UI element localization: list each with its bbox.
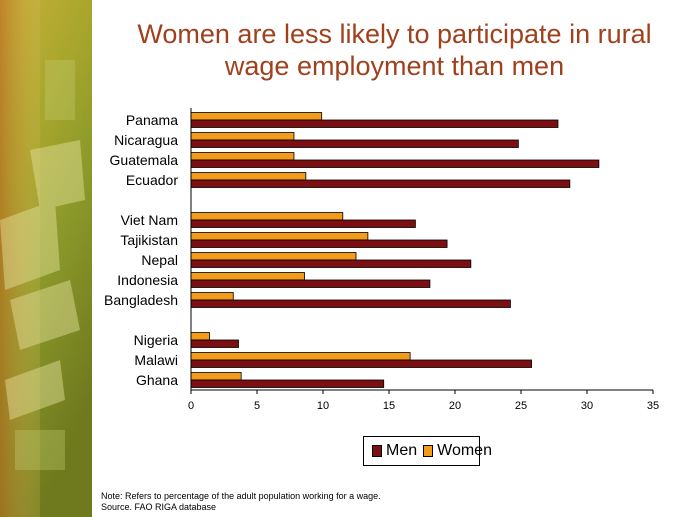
bar-men-nigeria xyxy=(190,339,239,348)
bar-men-guatemala xyxy=(190,159,600,168)
category-label-tajikistan: Tajikistan xyxy=(120,232,178,248)
bar-men-nepal xyxy=(190,259,472,268)
category-label-malawi: Malawi xyxy=(134,352,178,368)
x-tick-label-20: 20 xyxy=(449,400,461,412)
category-label-bangladesh: Bangladesh xyxy=(104,292,178,308)
bar-women-panama xyxy=(190,112,323,121)
category-label-nigeria: Nigeria xyxy=(134,332,179,348)
chart-title: Women are less likely to participate in … xyxy=(100,18,689,82)
note-text: Note: Refers to percentage of the adult … xyxy=(101,491,381,501)
x-tick-label-15: 15 xyxy=(383,400,395,412)
chart-legend: Men Women xyxy=(363,436,492,466)
bar-men-viet-nam xyxy=(190,219,416,228)
bar-women-malawi xyxy=(190,352,411,361)
bar-women-indonesia xyxy=(190,272,305,281)
category-label-nepal: Nepal xyxy=(141,252,178,268)
category-label-viet-nam: Viet Nam xyxy=(121,212,178,228)
x-tick-label-5: 5 xyxy=(254,400,260,412)
chart-title-line-2: wage employment than men xyxy=(224,51,565,81)
bar-women-bangladesh xyxy=(190,292,234,301)
category-label-indonesia: Indonesia xyxy=(117,272,178,288)
legend-item-men: Men xyxy=(372,442,417,460)
decorative-side-panel xyxy=(0,0,92,517)
category-label-ecuador: Ecuador xyxy=(126,172,178,188)
bar-men-panama xyxy=(190,119,559,128)
bar-men-bangladesh xyxy=(190,299,511,308)
bar-women-guatemala xyxy=(190,152,295,161)
legend-swatch-women xyxy=(423,445,434,457)
x-tick-label-10: 10 xyxy=(317,400,329,412)
bar-women-ghana xyxy=(190,372,242,381)
x-tick-label-25: 25 xyxy=(515,400,527,412)
bar-men-indonesia xyxy=(190,279,431,288)
bar-women-nicaragua xyxy=(190,132,295,141)
chart-title-line-1: Women are less likely to participate in … xyxy=(137,19,652,49)
x-tick-label-35: 35 xyxy=(647,400,659,412)
category-label-ghana: Ghana xyxy=(136,372,178,388)
bar-men-nicaragua xyxy=(190,139,519,148)
bar-men-malawi xyxy=(190,359,532,368)
x-tick-label-30: 30 xyxy=(581,400,593,412)
legend-item-women: Women xyxy=(423,442,492,460)
bar-men-tajikistan xyxy=(190,239,448,248)
bar-men-ghana xyxy=(190,379,385,388)
bar-women-nigeria xyxy=(190,332,210,341)
bar-men-ecuador xyxy=(190,179,571,188)
category-label-nicaragua: Nicaragua xyxy=(114,132,178,148)
bar-women-ecuador xyxy=(190,172,307,181)
bar-women-tajikistan xyxy=(190,232,369,241)
chart-notes: Note: Refers to percentage of the adult … xyxy=(101,491,381,513)
bar-women-viet-nam xyxy=(190,212,344,221)
legend-label-men: Men xyxy=(386,442,418,459)
bar-women-nepal xyxy=(190,252,357,261)
source-text: Source. FAO RIGA database xyxy=(101,502,217,512)
category-label-guatemala: Guatemala xyxy=(110,152,179,168)
legend-label-women: Women xyxy=(437,442,492,459)
x-tick-label-0: 0 xyxy=(188,400,194,412)
category-label-panama: Panama xyxy=(126,112,178,128)
legend-swatch-men xyxy=(372,445,382,457)
